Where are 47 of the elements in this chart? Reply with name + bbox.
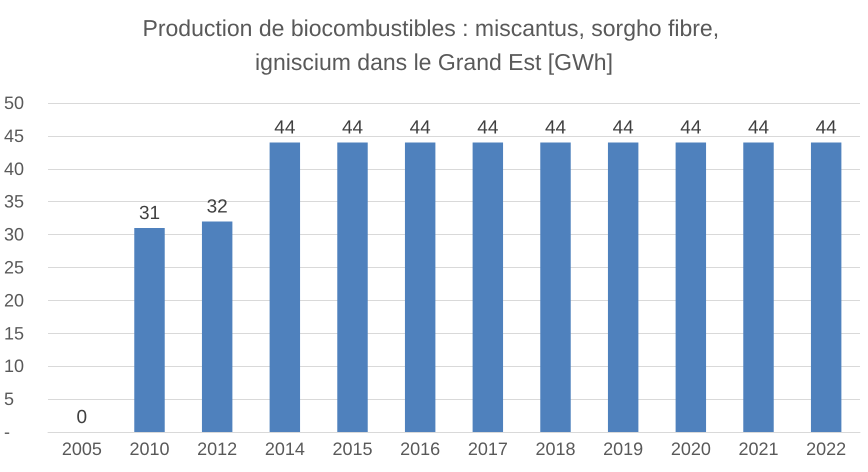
data-label: 44: [816, 117, 838, 138]
x-tick-label: 2018: [535, 439, 576, 459]
x-tick-label: 2016: [400, 439, 440, 459]
data-label: 0: [76, 407, 88, 428]
y-tick-label: 35: [4, 192, 24, 212]
x-tick-label: 2010: [129, 439, 170, 459]
data-label: 44: [274, 117, 296, 138]
x-tick-label: 2017: [468, 439, 508, 459]
y-tick-label: 10: [4, 356, 24, 376]
data-label: 44: [748, 117, 770, 138]
bar: [270, 142, 300, 432]
x-tick-label: 2005: [62, 439, 102, 459]
data-label: 44: [410, 117, 432, 138]
bar: [608, 142, 638, 432]
y-tick-label: 15: [4, 323, 24, 344]
y-tick-label: 25: [4, 258, 24, 278]
data-label: 31: [138, 203, 160, 224]
x-tick-label: 2012: [197, 439, 238, 459]
bar: [472, 142, 504, 432]
bar: [202, 221, 232, 432]
bar: [404, 142, 436, 432]
bar: [337, 142, 368, 432]
chart-title: Production de biocombustibles : miscantus, sorgho fibre, igniscium dans le Grand Est [GWh]: [142, 15, 726, 75]
data-label: 32: [206, 196, 228, 218]
y-tick-label: 20: [4, 290, 24, 310]
y-tick-label: -: [4, 422, 10, 442]
bar: [134, 228, 165, 432]
y-tick-label: 45: [4, 126, 24, 146]
x-tick-label: 2015: [332, 439, 373, 459]
bar: [540, 142, 571, 432]
x-tick-label: 2020: [670, 439, 711, 459]
bar: [676, 142, 706, 432]
x-tick-label: 2022: [806, 439, 846, 459]
y-tick-label: 5: [4, 389, 14, 410]
data-label: 44: [477, 117, 499, 138]
data-label: 44: [680, 117, 702, 138]
data-label: 44: [342, 117, 364, 138]
y-tick-label: 30: [4, 224, 24, 245]
bar: [810, 142, 842, 432]
x-tick-label: 2019: [603, 439, 644, 459]
data-label: 44: [612, 117, 634, 138]
x-tick-label: 2014: [264, 439, 305, 459]
y-tick-label: 50: [4, 93, 24, 113]
y-tick-label: 40: [4, 158, 24, 179]
data-label: 44: [544, 117, 566, 138]
bar: [743, 142, 774, 432]
x-tick-label: 2021: [738, 439, 779, 459]
